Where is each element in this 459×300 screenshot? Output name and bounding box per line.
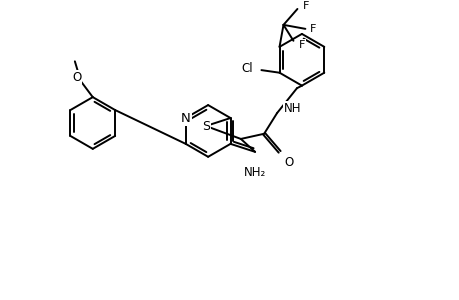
Text: NH₂: NH₂ bbox=[243, 166, 266, 179]
Text: Cl: Cl bbox=[241, 61, 253, 75]
Text: NH: NH bbox=[283, 102, 301, 115]
Text: N: N bbox=[180, 112, 190, 124]
Text: O: O bbox=[284, 156, 293, 169]
Text: F: F bbox=[298, 40, 304, 50]
Text: F: F bbox=[302, 1, 308, 11]
Text: S: S bbox=[202, 119, 209, 133]
Text: O: O bbox=[72, 71, 81, 84]
Text: F: F bbox=[310, 24, 316, 34]
